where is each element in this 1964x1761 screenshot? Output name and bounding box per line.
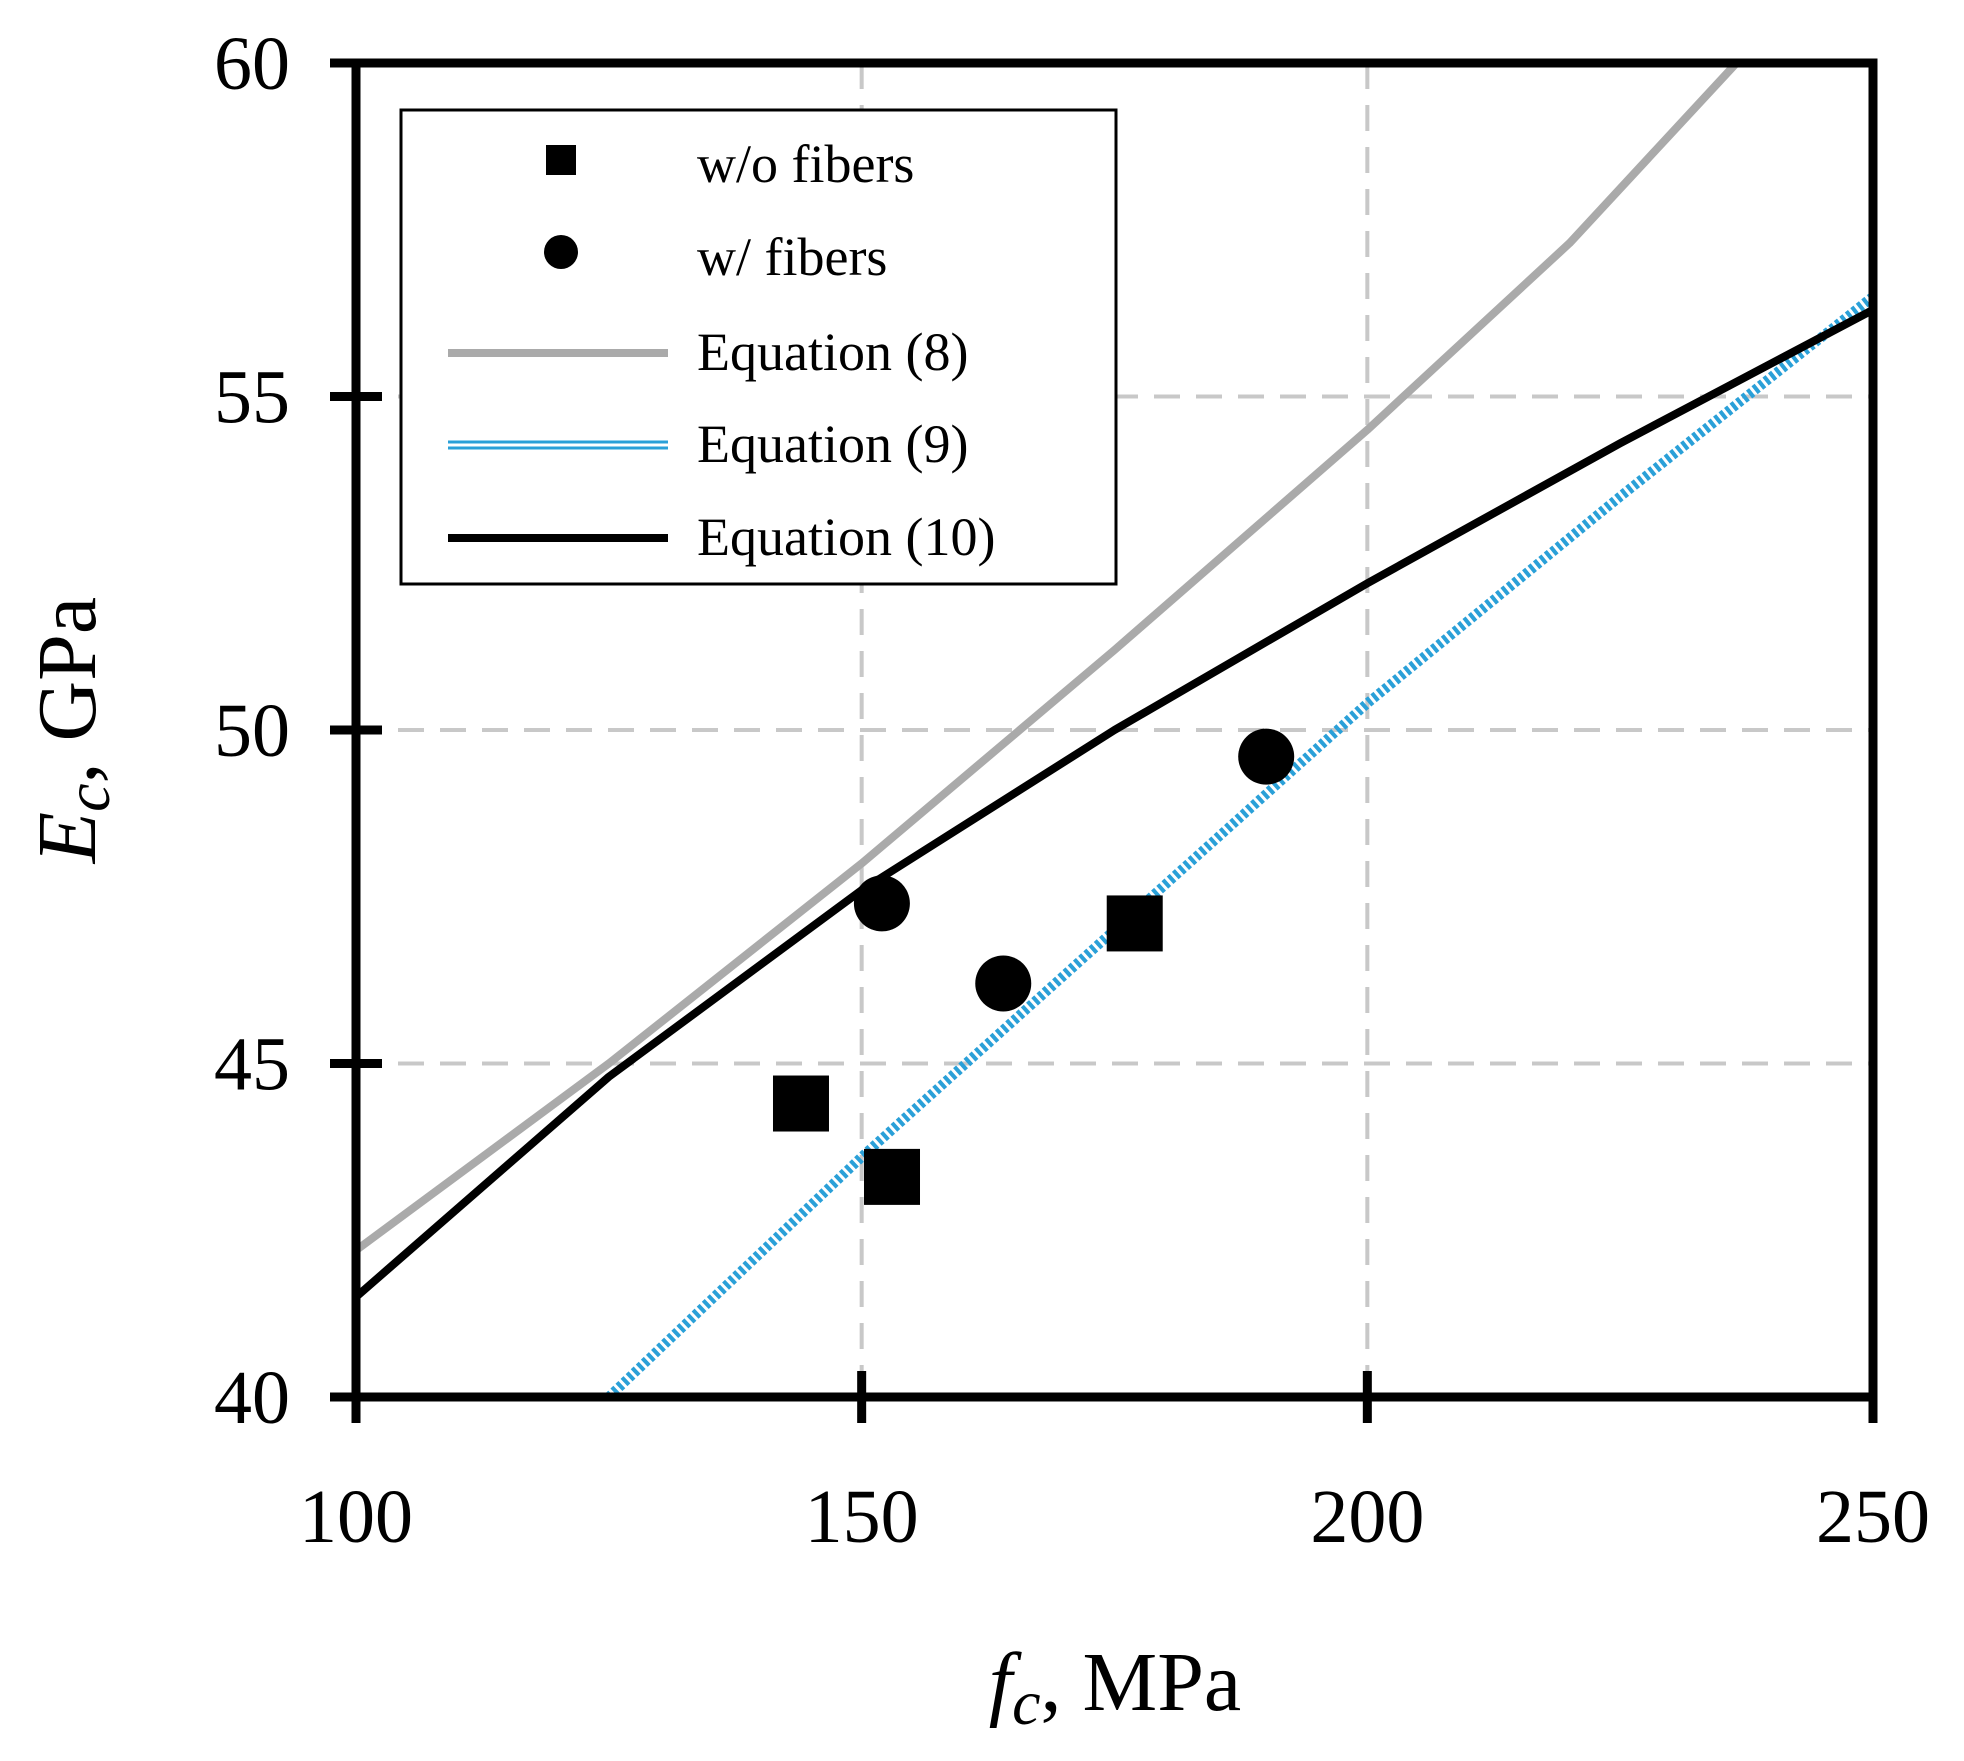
legend-label-eq8: Equation (8) bbox=[697, 322, 968, 382]
y-tick-label: 40 bbox=[214, 1356, 290, 1440]
legend-label-eq9: Equation (9) bbox=[697, 414, 968, 474]
x-tick-label: 100 bbox=[299, 1475, 413, 1559]
point-with-fibers bbox=[975, 955, 1032, 1012]
y-tick-label: 55 bbox=[214, 356, 290, 440]
x-axis-unit: , MPa bbox=[1041, 1636, 1242, 1729]
point-without-fibers bbox=[864, 1148, 921, 1205]
y-tick-label: 45 bbox=[214, 1023, 290, 1107]
x-axis-subscript: c bbox=[1012, 1667, 1040, 1738]
y-axis-subscript: c bbox=[52, 783, 123, 811]
legend-label-w-fibers: w/ fibers bbox=[697, 227, 887, 287]
legend-marker-circle bbox=[544, 235, 578, 269]
point-with-fibers bbox=[1238, 728, 1295, 785]
axis-ticks: 100 150 200 250 40 45 50 55 60 bbox=[214, 22, 1930, 1559]
y-axis-symbol: E bbox=[21, 812, 114, 864]
point-with-fibers bbox=[853, 875, 910, 932]
series-line-equation-9 bbox=[605, 292, 1873, 1397]
series-line-equation-8 bbox=[356, 63, 1740, 1254]
y-axis-label: Ec, GPa bbox=[21, 597, 123, 864]
x-tick-label: 200 bbox=[1310, 1475, 1424, 1559]
legend: w/o fibers w/ fibers Equation (8) Equati… bbox=[399, 108, 1118, 586]
data-series bbox=[356, 63, 1873, 1397]
y-tick-label: 50 bbox=[214, 689, 290, 773]
point-without-fibers bbox=[772, 1075, 829, 1132]
y-axis-unit: , GPa bbox=[21, 597, 114, 784]
series-line-equation-10 bbox=[356, 306, 1873, 1301]
point-without-fibers bbox=[1106, 895, 1163, 952]
y-tick-label: 60 bbox=[214, 22, 290, 106]
legend-box bbox=[399, 108, 1118, 586]
x-tick-label: 250 bbox=[1816, 1475, 1930, 1559]
legend-label-eq10: Equation (10) bbox=[697, 507, 995, 567]
x-axis-label: fc, MPa bbox=[989, 1636, 1241, 1738]
x-tick-label: 150 bbox=[805, 1475, 919, 1559]
legend-marker-square bbox=[546, 145, 576, 175]
legend-label-wo-fibers: w/o fibers bbox=[697, 134, 914, 194]
